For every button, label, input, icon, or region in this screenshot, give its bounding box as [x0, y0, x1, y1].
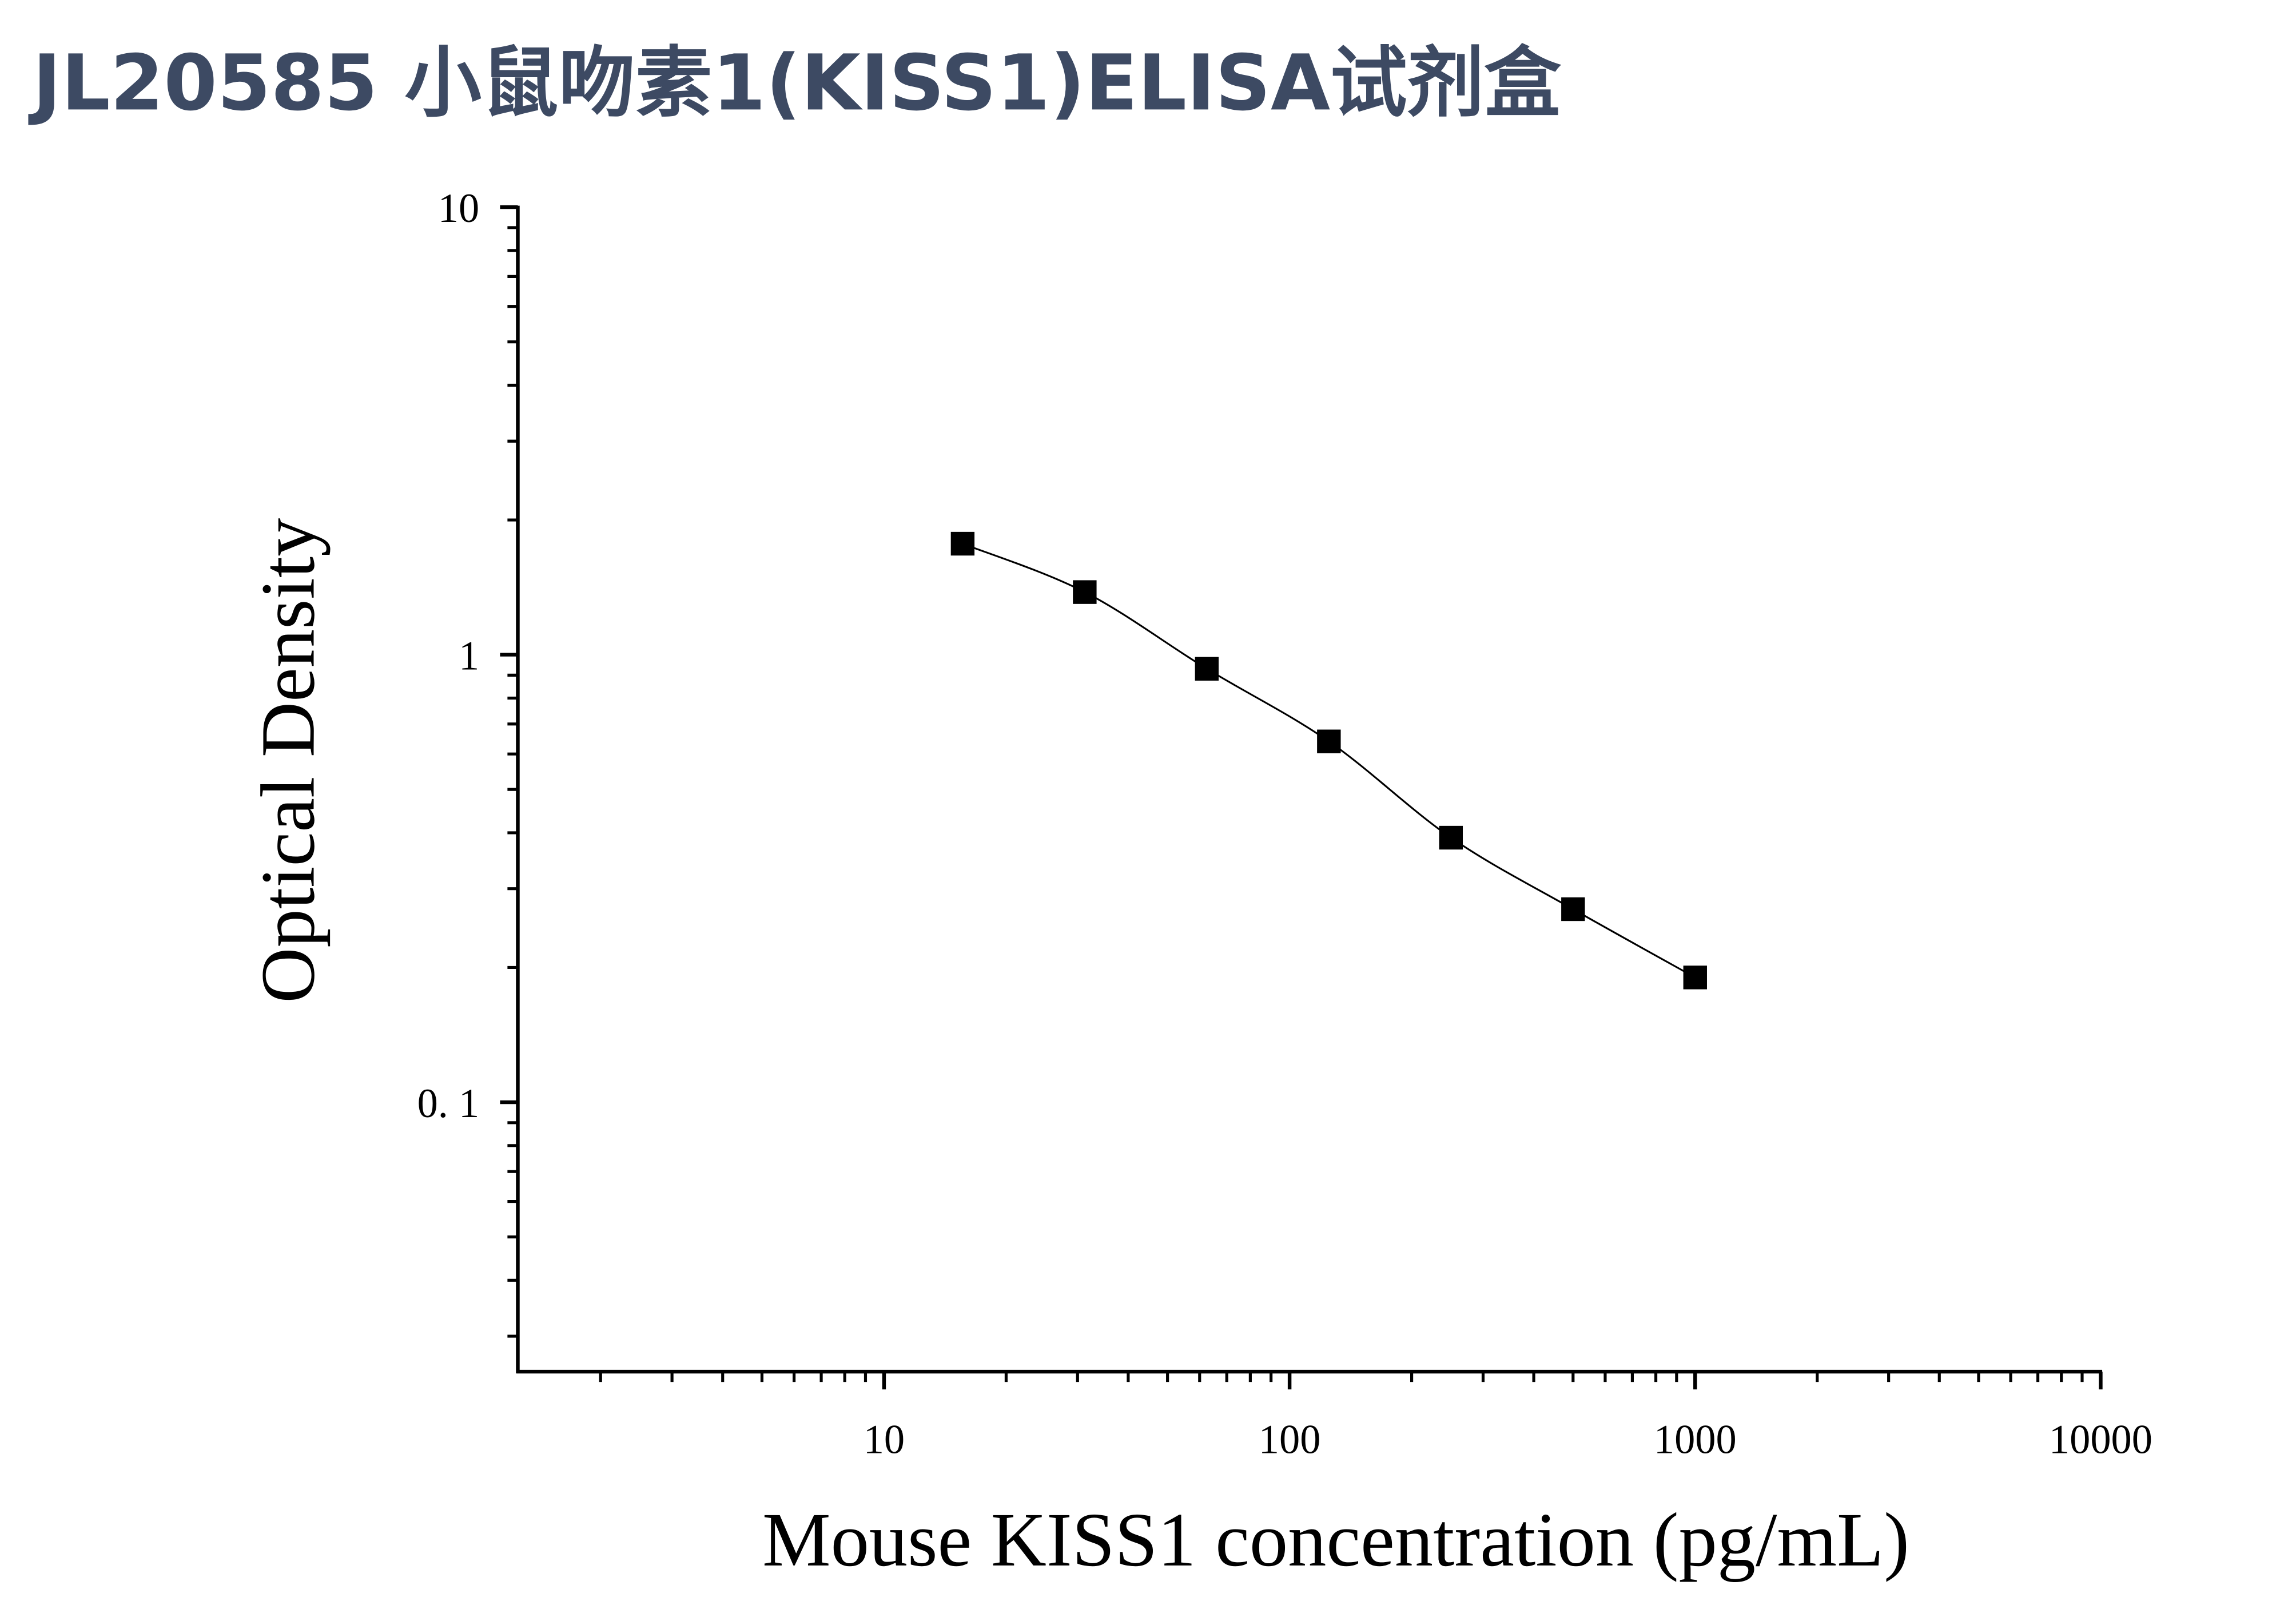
x-axis-title: Mouse KISS1 concentration (pg/mL) — [762, 1497, 1909, 1583]
y-tick-label: 1 — [459, 632, 479, 678]
fit-curve — [962, 543, 1696, 979]
x-tick-label: 10 — [864, 1416, 905, 1462]
x-tick-label: 100 — [1259, 1416, 1321, 1462]
data-point — [1195, 657, 1219, 681]
data-point — [950, 531, 975, 556]
chart-title: JL20585 小鼠吻素1(KISS1)ELISA试剂盒 — [28, 38, 1561, 128]
data-point — [1073, 580, 1097, 604]
data-point — [1439, 825, 1463, 850]
data-point — [1561, 897, 1585, 921]
data-point — [1317, 729, 1341, 753]
x-tick-label: 10000 — [2049, 1416, 2152, 1462]
y-tick-label: 0. 1 — [417, 1080, 480, 1126]
x-tick-label: 1000 — [1654, 1416, 1737, 1462]
y-axis-title: Optical Density — [245, 518, 331, 1003]
data-point — [1683, 966, 1707, 990]
y-tick-label: 10 — [438, 185, 479, 231]
